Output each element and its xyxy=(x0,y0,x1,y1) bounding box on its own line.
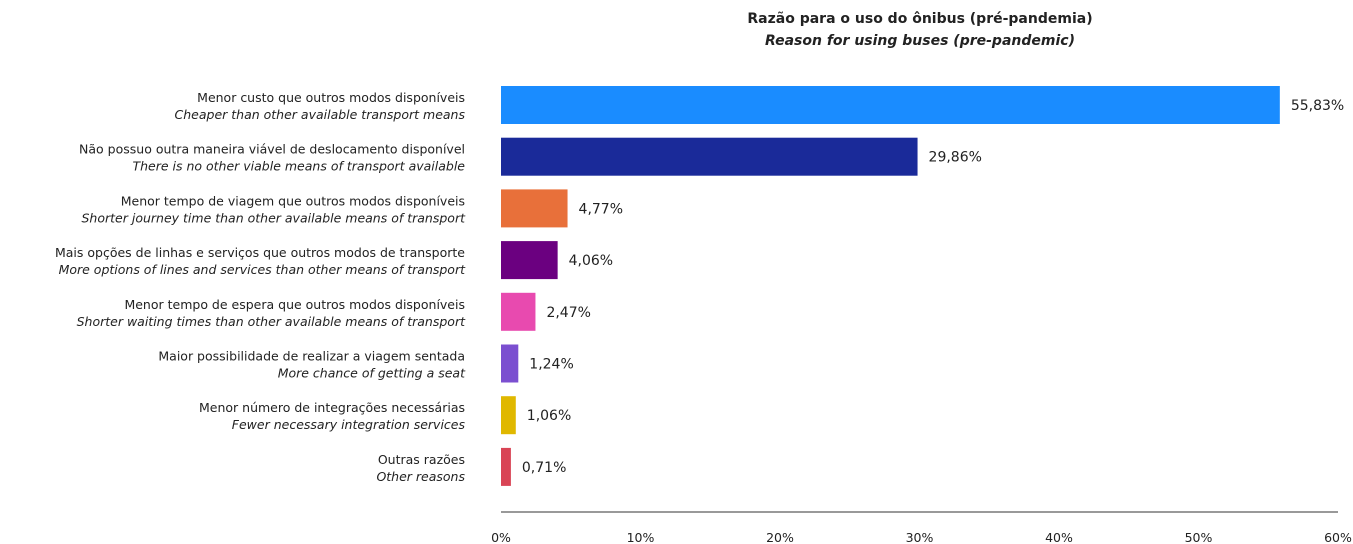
bar-8 xyxy=(501,447,511,486)
value-label-6: 1,24% xyxy=(529,357,573,373)
category-label-pt-5: Menor tempo de espera que outros modos d… xyxy=(124,297,465,312)
chart-title: Razão para o uso do ônibus (pré-pandemia… xyxy=(747,11,1093,27)
bar-4 xyxy=(501,241,558,280)
category-label-en-2: There is no other viable means of transp… xyxy=(132,159,465,174)
bar-2 xyxy=(501,137,918,176)
category-label-en-5: Shorter waiting times than other availab… xyxy=(77,314,466,329)
x-tick-label-10: 10% xyxy=(627,530,655,544)
category-label-pt-8: Outras razões xyxy=(378,452,465,467)
value-label-2: 29,86% xyxy=(929,150,982,166)
x-tick-label-20: 20% xyxy=(766,530,794,544)
category-label-pt-1: Menor custo que outros modos disponíveis xyxy=(197,90,465,105)
x-tick-label-0: 0% xyxy=(491,530,511,544)
category-label-en-4: More options of lines and services than … xyxy=(59,262,467,277)
category-label-en-8: Other reasons xyxy=(376,469,465,484)
category-label-pt-4: Mais opções de linhas e serviços que out… xyxy=(55,245,465,260)
category-label-en-1: Cheaper than other available transport m… xyxy=(175,107,466,122)
category-label-en-3: Shorter journey time than other availabl… xyxy=(82,210,467,225)
chart-title-block: Razão para o uso do ônibus (pré-pandemia… xyxy=(500,8,1340,52)
category-label-pt-2: Não possuo outra maneira viável de deslo… xyxy=(79,142,465,157)
category-label-pt-3: Menor tempo de viagem que outros modos d… xyxy=(121,193,465,208)
bar-1 xyxy=(501,86,1280,124)
x-tick-label-60: 60% xyxy=(1324,530,1352,544)
x-tick-label-30: 30% xyxy=(906,530,934,544)
category-label-pt-6: Maior possibilidade de realizar a viagem… xyxy=(158,349,465,364)
value-label-1: 55,83% xyxy=(1291,98,1344,114)
category-label-pt-7: Menor número de integrações necessárias xyxy=(199,400,465,415)
category-label-en-6: More chance of getting a seat xyxy=(278,366,466,381)
category-label-en-7: Fewer necessary integration services xyxy=(232,417,466,432)
value-label-4: 4,06% xyxy=(569,253,613,269)
x-tick-label-40: 40% xyxy=(1045,530,1073,544)
value-label-3: 4,77% xyxy=(579,201,623,217)
bar-7 xyxy=(501,396,516,435)
bar-6 xyxy=(501,344,519,383)
value-label-5: 2,47% xyxy=(546,305,590,321)
x-tick-label-50: 50% xyxy=(1185,530,1213,544)
value-label-8: 0,71% xyxy=(522,460,566,476)
bar-3 xyxy=(501,189,568,228)
bar-5 xyxy=(501,292,536,331)
chart-subtitle: Reason for using buses (pre-pandemic) xyxy=(765,33,1075,49)
value-label-7: 1,06% xyxy=(527,408,571,424)
